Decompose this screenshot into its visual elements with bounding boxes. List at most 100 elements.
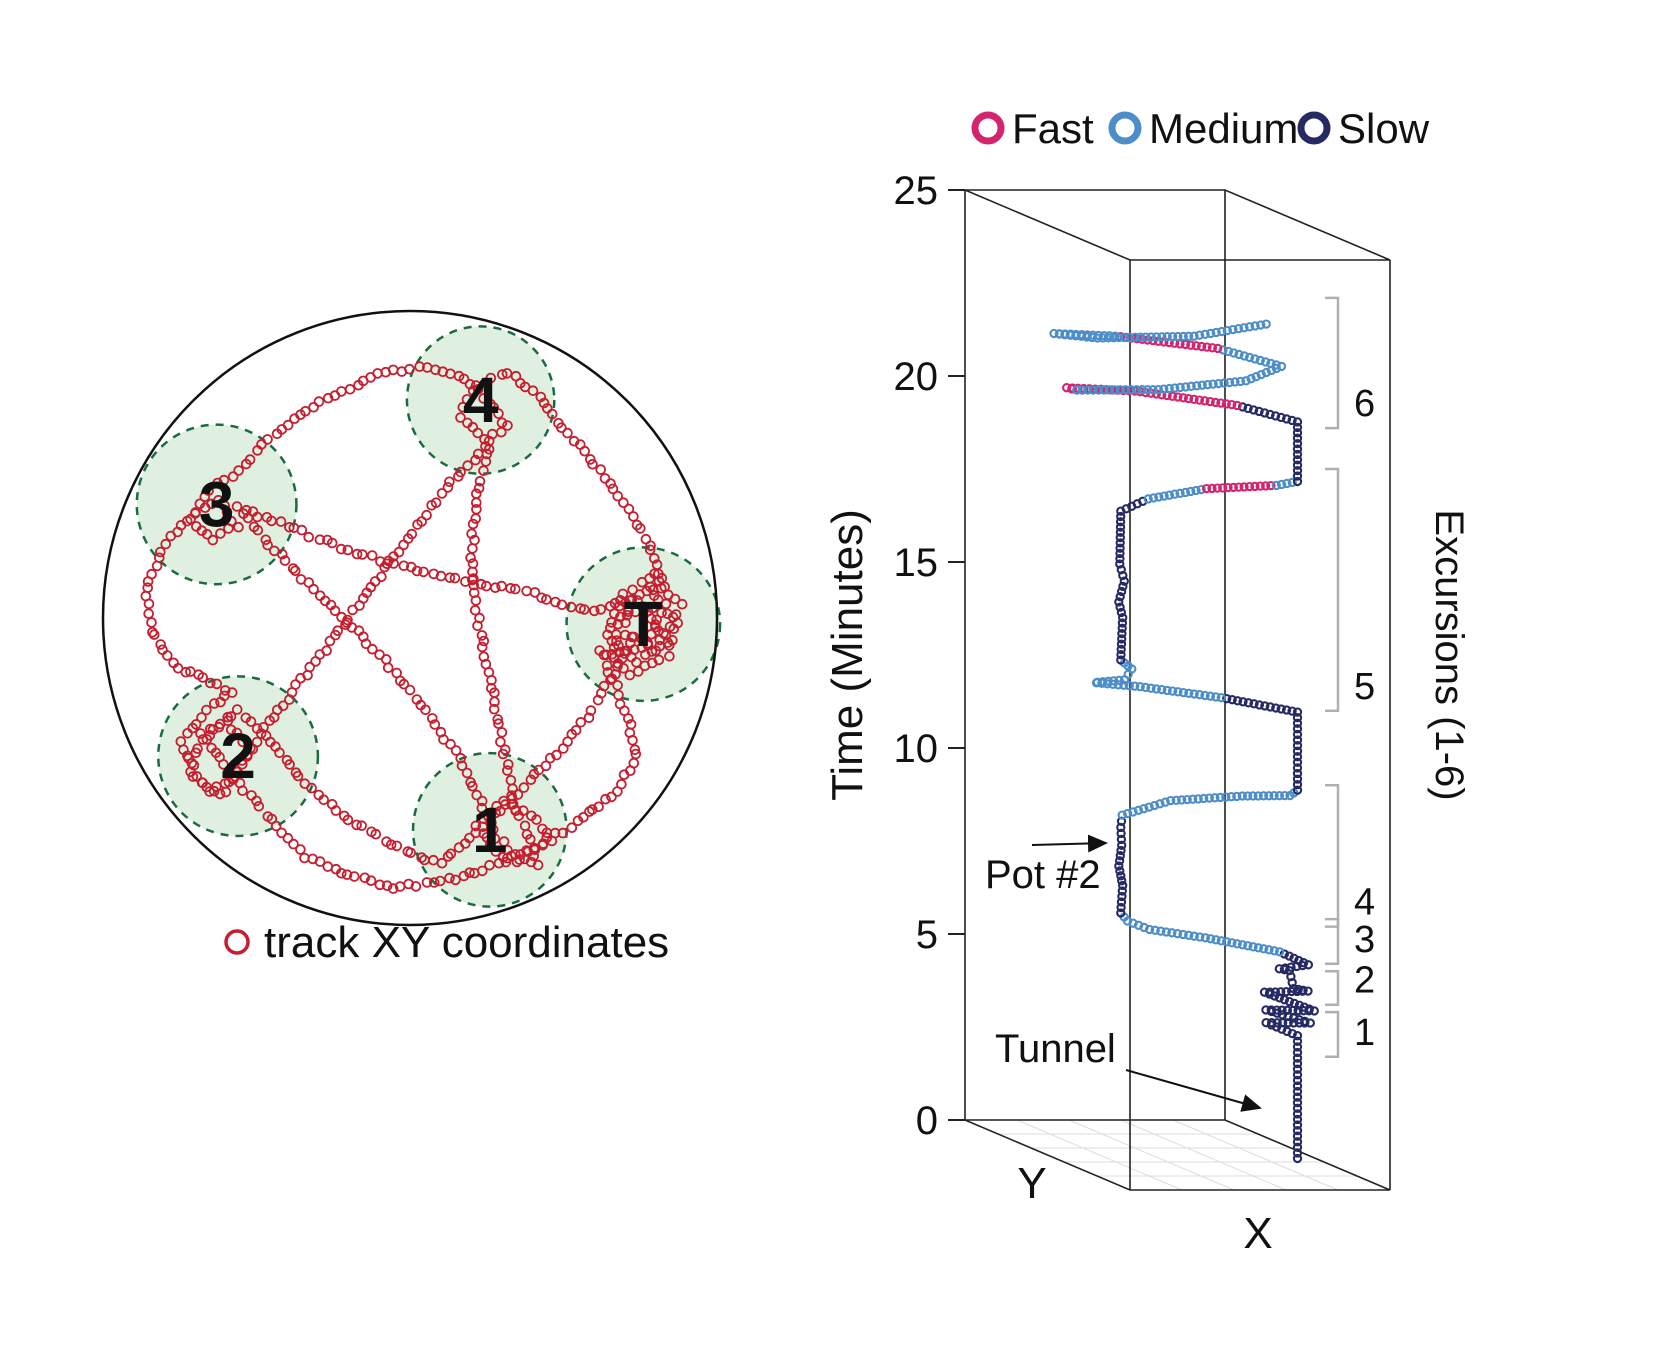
floor-grid-line	[1068, 1119, 1235, 1191]
track-marker	[204, 730, 216, 741]
track-marker	[445, 848, 457, 860]
track-marker	[341, 869, 353, 880]
track-marker	[604, 600, 616, 612]
track-marker	[209, 698, 220, 709]
trajectory-marker	[1216, 398, 1226, 408]
track-marker	[189, 508, 201, 519]
track-marker	[546, 408, 558, 420]
excursion-bracket-label: 4	[1354, 882, 1375, 924]
track-marker	[480, 580, 492, 592]
trajectory-marker	[1269, 946, 1279, 956]
track-marker	[457, 401, 469, 413]
track-marker	[241, 751, 253, 762]
trajectory-marker	[1115, 522, 1126, 532]
trajectory-marker	[1116, 871, 1126, 881]
track-marker	[142, 582, 154, 593]
trajectory-marker	[1292, 1131, 1303, 1141]
pot-zones	[135, 325, 722, 908]
trajectory-marker	[1277, 1010, 1288, 1020]
trajectory-marker	[1216, 693, 1226, 703]
excursion-bracket-label: 1	[1354, 1012, 1375, 1054]
track-marker	[622, 713, 634, 724]
trajectory-marker	[1272, 1005, 1282, 1015]
tunnel-annotation: Tunnel	[995, 1027, 1262, 1112]
track-marker	[347, 604, 358, 616]
track-marker	[656, 607, 667, 618]
trajectory-marker	[1299, 1002, 1309, 1012]
track-marker	[470, 827, 482, 839]
track-marker	[344, 383, 356, 395]
slow-legend-marker-icon	[1297, 111, 1331, 145]
track-marker	[584, 454, 596, 465]
trajectory-marker	[1292, 1120, 1303, 1130]
trajectory-marker	[1292, 1031, 1303, 1041]
trajectory-marker	[1292, 707, 1303, 717]
trajectory-marker	[1292, 1114, 1303, 1125]
trajectory-marker	[1116, 644, 1126, 655]
trajectory-marker	[1202, 342, 1212, 352]
trajectory-marker	[1230, 377, 1240, 387]
trajectory-marker	[1175, 488, 1185, 498]
track-marker	[284, 521, 295, 533]
track-marker	[480, 456, 492, 467]
trajectory-marker	[1077, 385, 1087, 395]
trajectory-marker	[1286, 962, 1296, 972]
track-marker	[205, 677, 216, 689]
trajectory-marker	[1292, 1109, 1303, 1119]
trajectory-marker	[1204, 793, 1214, 803]
track-marker	[279, 555, 291, 566]
trajectory-marker	[1219, 378, 1229, 388]
trajectory-marker	[1228, 324, 1238, 335]
track-marker	[668, 623, 680, 635]
trajectory-marker	[1274, 964, 1284, 974]
axes-box-top-face	[964, 189, 1391, 261]
speed-legend: Fast Medium Slow	[971, 105, 1430, 152]
track-marker	[442, 851, 454, 862]
track-marker	[634, 589, 645, 600]
trajectory-marker	[1261, 367, 1271, 378]
trajectory-marker	[1167, 686, 1178, 696]
trajectory-marker	[1304, 1004, 1314, 1014]
trajectory-marker	[1093, 385, 1104, 395]
trajectory-marker	[1271, 480, 1281, 491]
trajectory-marker	[1154, 492, 1164, 502]
track-marker	[387, 883, 399, 894]
track-marker	[473, 482, 485, 494]
trajectory-marker	[1228, 482, 1239, 493]
trajectory-marker	[1272, 1018, 1282, 1028]
track-marker	[260, 534, 272, 546]
trajectory-marker	[1289, 998, 1300, 1009]
track-marker	[330, 629, 341, 641]
track-marker	[535, 391, 547, 403]
track-marker	[282, 419, 294, 431]
trajectory-marker	[1292, 785, 1303, 795]
track-legend-label: track XY coordinates	[264, 918, 669, 967]
track-marker	[501, 765, 513, 776]
track-marker	[565, 601, 577, 613]
trajectory-marker	[1164, 490, 1175, 500]
track-marker	[374, 879, 386, 891]
track-marker	[414, 361, 425, 372]
trajectory-marker	[1259, 944, 1269, 954]
trajectory-marker	[1281, 705, 1292, 715]
trajectory-marker	[1281, 414, 1292, 424]
trajectory-marker	[1281, 987, 1291, 997]
trajectory-marker	[1118, 613, 1128, 623]
trajectory-marker	[1133, 805, 1144, 815]
trajectory-marker	[1232, 400, 1242, 411]
trajectory-marker	[1215, 792, 1225, 803]
track-marker	[620, 617, 631, 629]
track-marker	[619, 648, 630, 659]
track-marker	[246, 790, 257, 801]
track-marker	[348, 871, 360, 882]
trajectory-marker	[1232, 939, 1242, 949]
track-marker	[620, 597, 631, 609]
excursion-bracket-label: 5	[1354, 666, 1375, 708]
pot2-annotation: Pot #2	[985, 834, 1108, 897]
track-marker	[604, 622, 616, 634]
track-marker	[632, 595, 643, 606]
track-marker	[420, 704, 431, 716]
trajectory-marker	[1092, 333, 1103, 343]
trajectory-marker	[1161, 927, 1171, 937]
trajectory-marker	[1195, 932, 1205, 942]
